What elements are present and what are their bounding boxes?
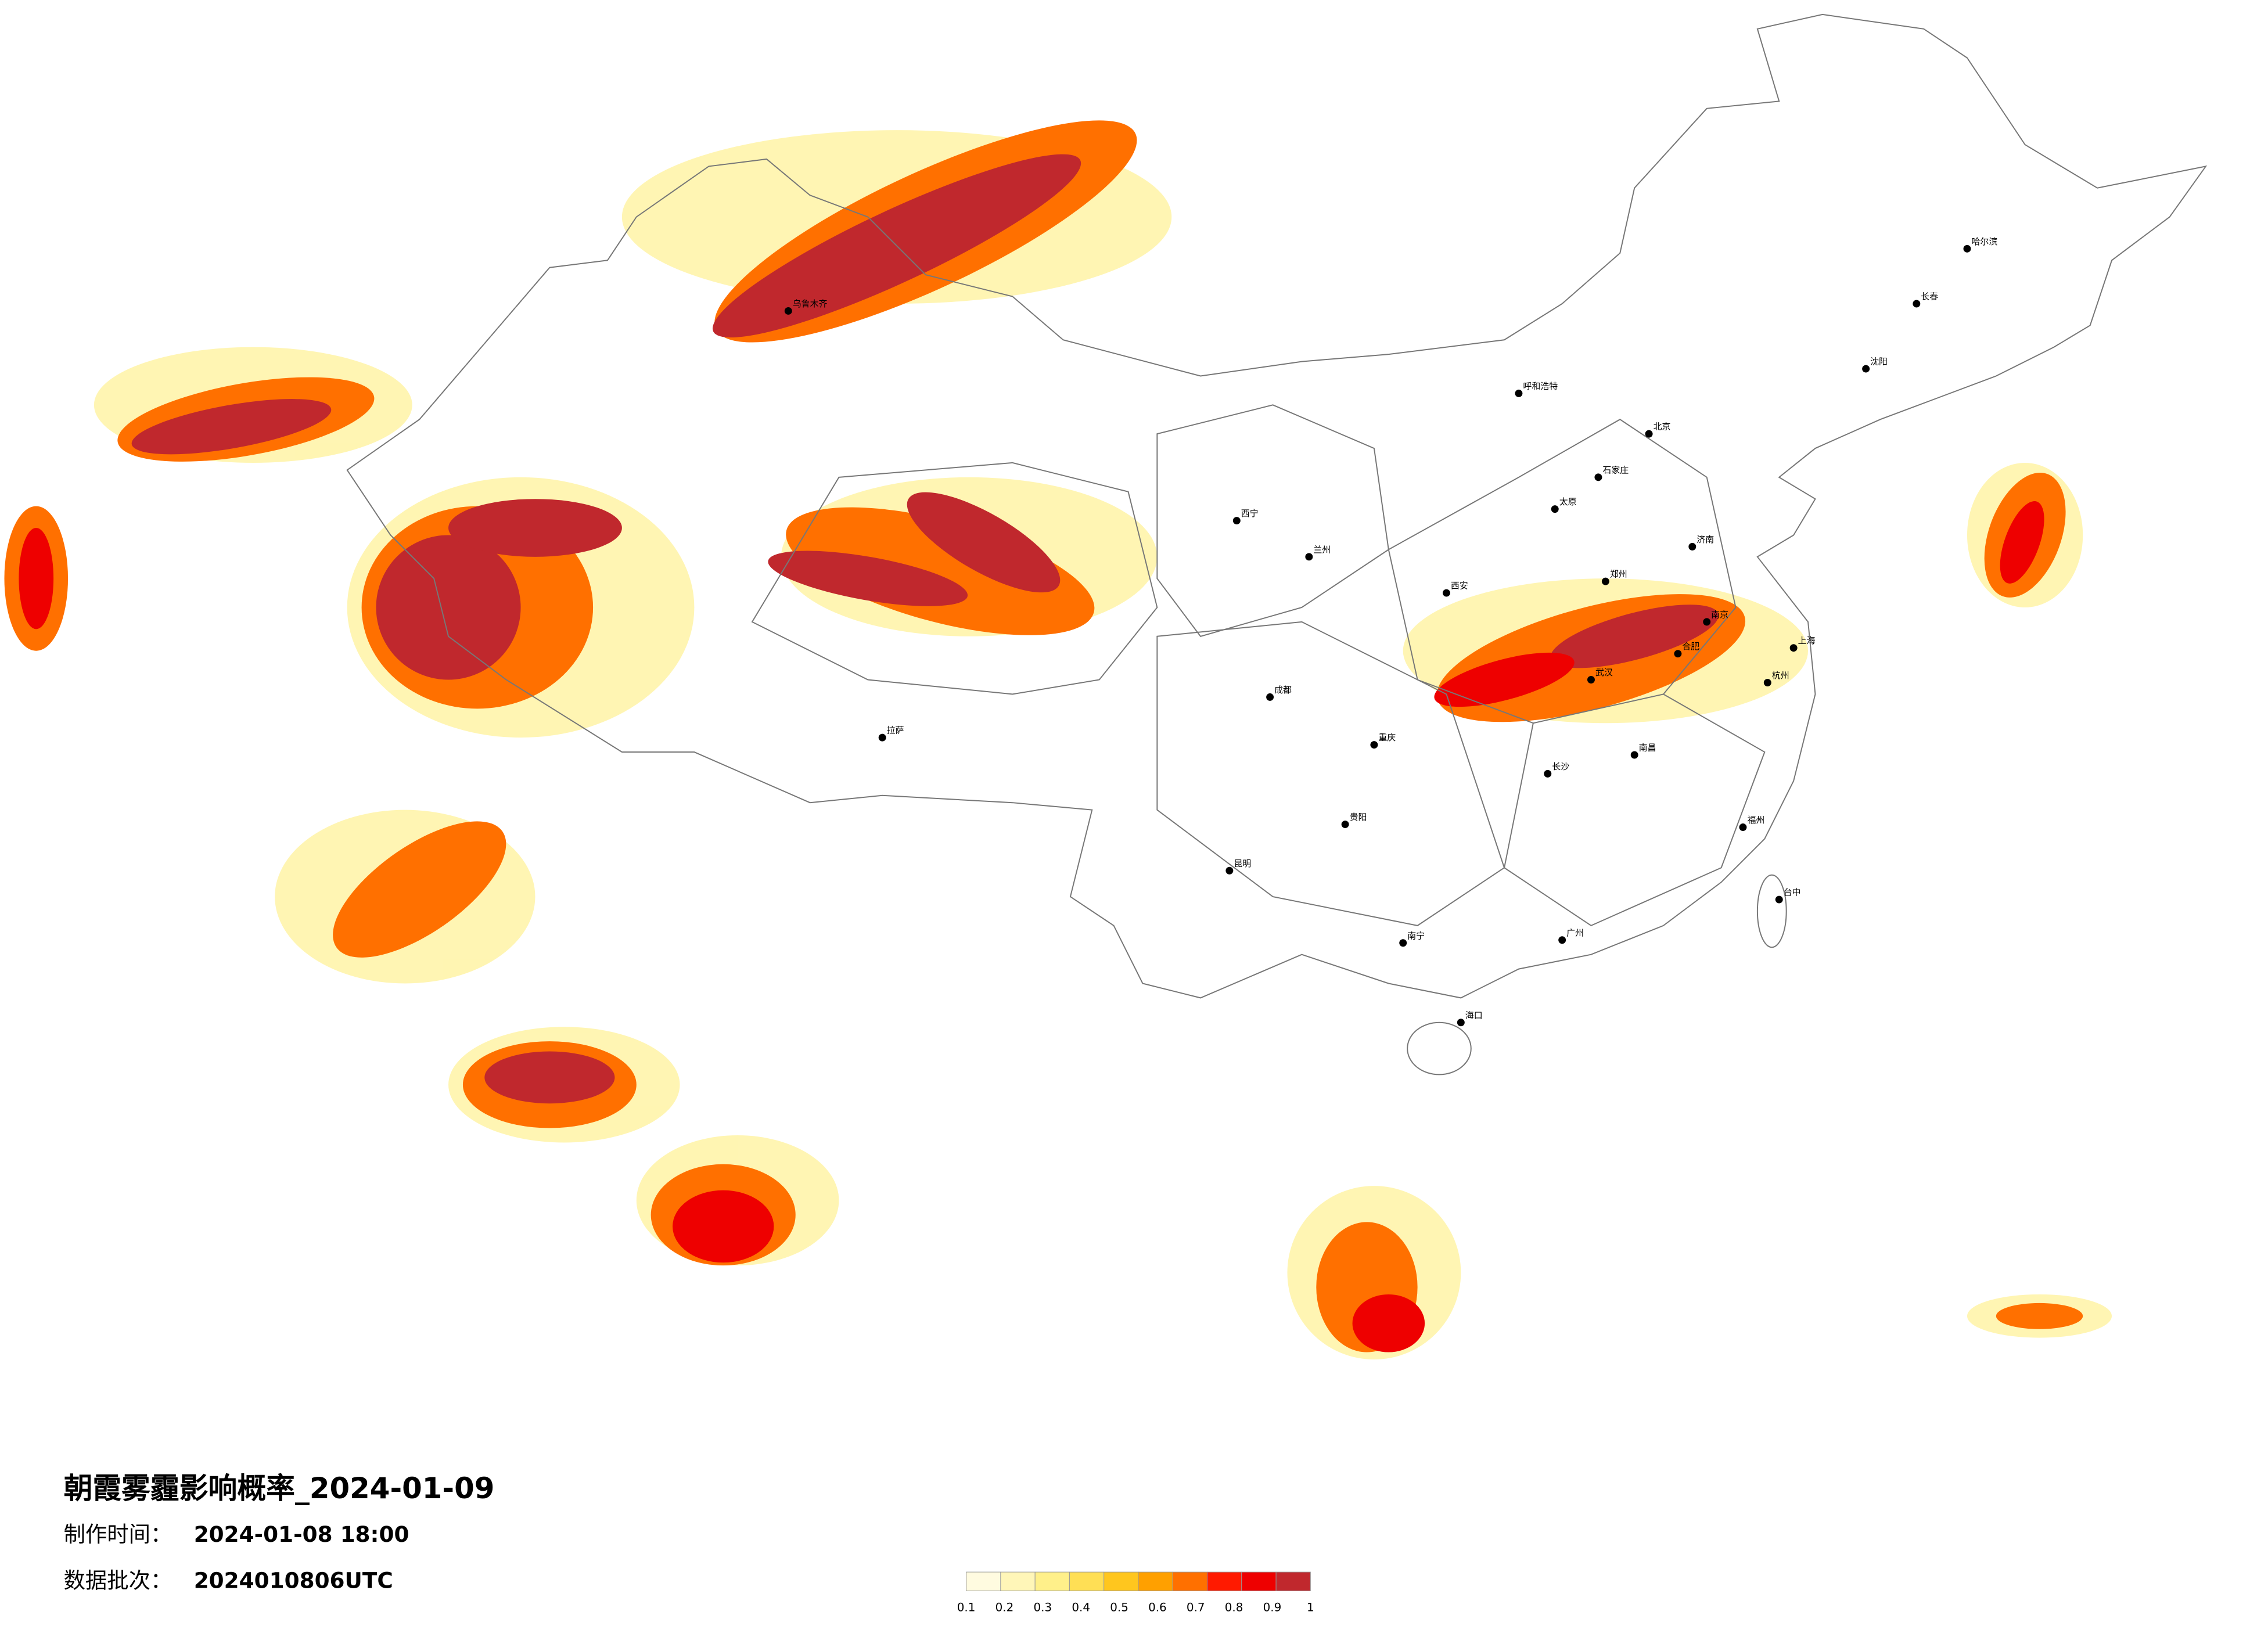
city-label: 贵阳 [1350,812,1367,822]
city-label: 台中 [1784,887,1801,898]
city-dot [1225,866,1234,875]
city-label: 广州 [1566,927,1584,938]
probability-field [4,120,2112,1360]
city-dot [1515,389,1523,397]
city-label: 成都 [1274,685,1292,695]
city-label: 兰州 [1313,544,1331,555]
city-dot [878,733,886,742]
city-dot [1399,939,1407,947]
city-dot [1688,542,1696,551]
city-label: 合肥 [1682,641,1699,652]
legend-swatch [1034,1571,1070,1591]
city-dot [1587,676,1595,684]
city-dot [1775,895,1783,904]
city-dot [1457,1019,1465,1027]
city-label: 长春 [1921,292,1938,302]
legend-tick-label: 0.1 [957,1600,976,1614]
city-label: 南宁 [1407,930,1425,941]
city-label: 长沙 [1552,761,1569,772]
city-dot [1558,936,1566,944]
city-dot [1442,589,1450,597]
city-dot [784,307,792,315]
city-label: 福州 [1747,815,1764,825]
city-dot [1963,244,1971,253]
city-dot [1703,618,1711,626]
legend-swatch [1172,1571,1208,1591]
legend-tick-label: 0.3 [1033,1600,1052,1614]
legend-tick-label: 0.7 [1187,1600,1205,1614]
city-label: 沈阳 [1870,357,1888,367]
city-label: 石家庄 [1602,465,1629,475]
legend-tick-label: 0.4 [1072,1600,1090,1614]
city-label: 太原 [1559,497,1577,507]
batch-label: 数据批次： [64,1567,172,1593]
legend-swatch [1241,1571,1277,1591]
city-label: 南昌 [1639,743,1656,753]
city-label: 西安 [1451,581,1468,591]
city-label: 昆明 [1234,858,1251,869]
city-dot [1789,644,1798,652]
legend-tick-label: 0.5 [1110,1600,1128,1614]
city-dot [1370,741,1378,749]
city-label: 拉萨 [887,725,904,736]
city-dot [1266,693,1274,701]
city-dot [1739,823,1747,832]
legend-tick-label: 0.9 [1263,1600,1282,1614]
legend-swatch [1275,1571,1311,1591]
city-dot [1645,430,1653,438]
city-label: 郑州 [1610,569,1627,580]
legend-tick-label: 0.8 [1225,1600,1243,1614]
made-time-value: 2024-01-08 18:00 [194,1521,409,1547]
city-label: 杭州 [1772,670,1789,681]
legend-swatch [966,1571,1001,1591]
color-legend: 0.1 0.2 0.3 0.4 0.5 0.6 0.7 0.8 0.9 1 [957,1571,1314,1614]
city-dot [1594,473,1602,481]
city-label: 重庆 [1378,732,1396,743]
legend-tick-label: 1 [1307,1600,1314,1614]
legend-swatch [1138,1571,1173,1591]
legend-tick-label: 0.2 [995,1600,1014,1614]
made-time-label: 制作时间： [64,1521,172,1547]
map-title: 朝霞雾霾影响概率_2024-01-09 [64,1472,495,1505]
city-layer: 乌鲁木齐拉萨西宁兰州西安呼和浩特北京石家庄太原济南郑州南京上海合肥杭州武汉南昌长… [784,236,1997,1027]
city-dot [1862,365,1870,373]
city-label: 上海 [1798,635,1816,646]
city-label: 北京 [1654,422,1671,432]
legend-tick-label: 0.6 [1148,1600,1167,1614]
city-dot [1544,769,1552,778]
city-label: 济南 [1696,534,1714,545]
city-label: 南京 [1711,609,1728,620]
city-label: 西宁 [1241,508,1259,519]
legend-swatch [1104,1571,1139,1591]
city-label: 武汉 [1595,667,1613,678]
legend-swatch [1000,1571,1036,1591]
legend-swatch [1069,1571,1105,1591]
city-dot [1341,821,1349,829]
legend-swatch [1207,1571,1242,1591]
country-outline [346,13,2208,1075]
city-dot [1913,300,1921,308]
city-dot [1674,650,1682,658]
city-label: 乌鲁木齐 [793,298,828,309]
city-dot [1763,679,1771,686]
city-dot [1232,517,1241,525]
city-label: 哈尔滨 [1971,236,1997,247]
city-dot [1630,751,1638,759]
city-dot [1305,553,1313,561]
batch-value: 2024010806UTC [194,1567,393,1593]
city-dot [1551,505,1559,513]
city-label: 呼和浩特 [1523,381,1558,391]
city-dot [1601,577,1609,585]
city-label: 海口 [1465,1010,1483,1020]
